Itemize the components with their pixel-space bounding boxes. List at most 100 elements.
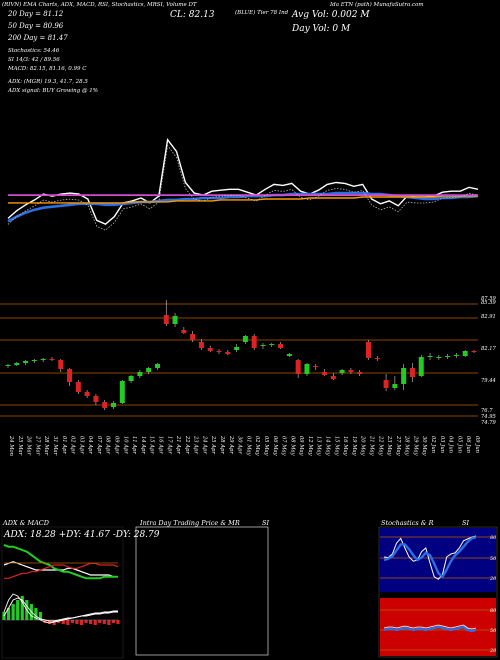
close-price: CL: 82.13 [170, 10, 215, 20]
date-label-25: 29 Apr [228, 435, 234, 454]
date-label-28: 02 May [254, 436, 260, 456]
macd-bar-18 [84, 620, 88, 623]
stoch-tick-0: 80 [490, 535, 497, 541]
date-label-1: 25 Mar [17, 435, 23, 456]
date-label-2: 26 Mar [26, 435, 32, 456]
price-tick-3: 82.17 [481, 346, 497, 352]
date-label-16: 15 Apr [149, 436, 155, 454]
date-label-31: 07 May [281, 436, 287, 456]
date-label-26: 30 Apr [237, 436, 243, 454]
candle-body-8 [75, 382, 81, 392]
macd-bar-20 [93, 620, 97, 625]
series-line-price [7, 137, 479, 226]
date-label-18: 17 Apr [166, 436, 172, 454]
adx-line-dip [3, 544, 118, 580]
ema-overlay-chart [7, 137, 479, 231]
candle-body-41 [365, 342, 371, 358]
macd-bar-14 [66, 620, 70, 625]
date-label-4: 28 Mar [43, 435, 49, 456]
ema200-readout: 200 Day = 81.47 [8, 34, 68, 42]
candle-body-40 [357, 372, 363, 374]
intraday-panel-title: Intra Day Trading Price & MR [140, 519, 240, 527]
date-label-47: 30 May [421, 436, 427, 456]
chart-right-label: Ida ETN (path) MunafaSutra.com [330, 2, 424, 8]
candle-body-6 [58, 360, 64, 369]
candle-body-53 [471, 351, 477, 352]
candle-body-25 [225, 352, 231, 354]
stochastics-readout: Stochastics: 54.46 [8, 48, 60, 54]
candle-body-29 [260, 345, 266, 346]
macd-bar-4 [20, 596, 24, 620]
candle-body-28 [251, 336, 257, 348]
macd-bar-15 [70, 620, 74, 623]
macd-line-0 [3, 593, 118, 624]
date-label-21: 23 Apr [193, 435, 199, 454]
candle-body-23 [207, 348, 213, 351]
mrsi-tick-2: 20 [489, 648, 497, 654]
macd-bar-8 [38, 612, 43, 620]
macd-bar-24 [111, 620, 116, 623]
candle-body-2 [23, 361, 29, 363]
date-label-33: 09 May [298, 436, 304, 456]
date-label-8: 03 Apr [78, 436, 84, 454]
candle-body-9 [84, 392, 90, 396]
date-label-12: 09 Apr [114, 436, 120, 454]
candle-body-27 [242, 336, 248, 342]
macd-bar-9 [43, 620, 47, 623]
macd-readout: MACD: 82.15, 81.16, 0.99 C [8, 66, 87, 72]
macd-bar-22 [102, 620, 106, 624]
ema50-readout: 50 Day = 80.96 [8, 22, 64, 30]
mrsi-signal-line [383, 624, 477, 630]
stoch-tick-2: 20 [489, 576, 497, 582]
price-tick-0: 87.59 [481, 296, 497, 302]
mrsi-line [383, 625, 477, 633]
date-label-14: 11 Apr [131, 436, 137, 454]
stoch-tick-1: 50 [490, 556, 497, 562]
candle-body-4 [40, 359, 46, 360]
candle-body-17 [154, 364, 160, 368]
candle-body-22 [198, 342, 204, 348]
adx-chart [2, 544, 120, 625]
candle-body-16 [146, 368, 152, 372]
macd-bar-2 [11, 604, 15, 620]
candle-body-51 [453, 355, 459, 356]
candle-body-3 [31, 360, 37, 361]
macd-bar-7 [34, 608, 38, 620]
chart-mid-label: (BLUE) Tier 78 Ind [235, 10, 289, 16]
adx-panel-readout: ADX: 18.28 +DY: 41.67 -DY: 28.79 [4, 530, 160, 540]
date-label-29: 05 May [263, 436, 269, 456]
candle-body-36 [322, 372, 328, 375]
macd-bar-13 [61, 620, 65, 624]
date-label-19: 21 Apr [175, 435, 181, 454]
date-label-49: 03 Jun [439, 436, 445, 453]
candle-body-33 [295, 360, 301, 374]
avg-volume: Avg Vol: 0.002 M [292, 10, 370, 20]
si-readout: SI 14/3: 42 / 89.56 [8, 57, 60, 63]
candle-body-38 [339, 370, 345, 373]
candle-body-12 [111, 403, 117, 407]
candle-body-37 [330, 376, 336, 379]
adx-panel-title: ADX & MACD [3, 519, 49, 527]
day-volume: Day Vol: 0 M [292, 24, 351, 34]
stoch-panel-suffix: SI [462, 519, 470, 527]
price-tick-1: 85.59 [481, 300, 497, 306]
price-level-lines [0, 303, 478, 417]
candle-body-19 [172, 316, 178, 324]
candle-body-24 [216, 351, 222, 352]
candle-body-20 [181, 330, 187, 333]
macd-bar-16 [75, 620, 79, 624]
macd-bar-1 [6, 608, 11, 620]
price-tick-6: 74.95 [481, 414, 496, 420]
candle-body-0 [5, 365, 11, 366]
date-label-45: 28 May [404, 435, 410, 456]
date-label-46: 29 May [412, 435, 418, 456]
date-axis: 24 Mon 25 Mar 26 Mar 27 Mar 28 Mar 31 Mar 01 A… [8, 435, 480, 456]
macd-bar-11 [52, 620, 56, 625]
macd-bar-21 [98, 620, 102, 623]
date-label-44: 27 May [395, 435, 401, 456]
date-label-24: 28 Apr [219, 435, 225, 454]
date-label-42: 22 May [377, 435, 383, 456]
date-label-51: 05 Jun [456, 436, 462, 453]
candle-body-15 [137, 372, 143, 376]
